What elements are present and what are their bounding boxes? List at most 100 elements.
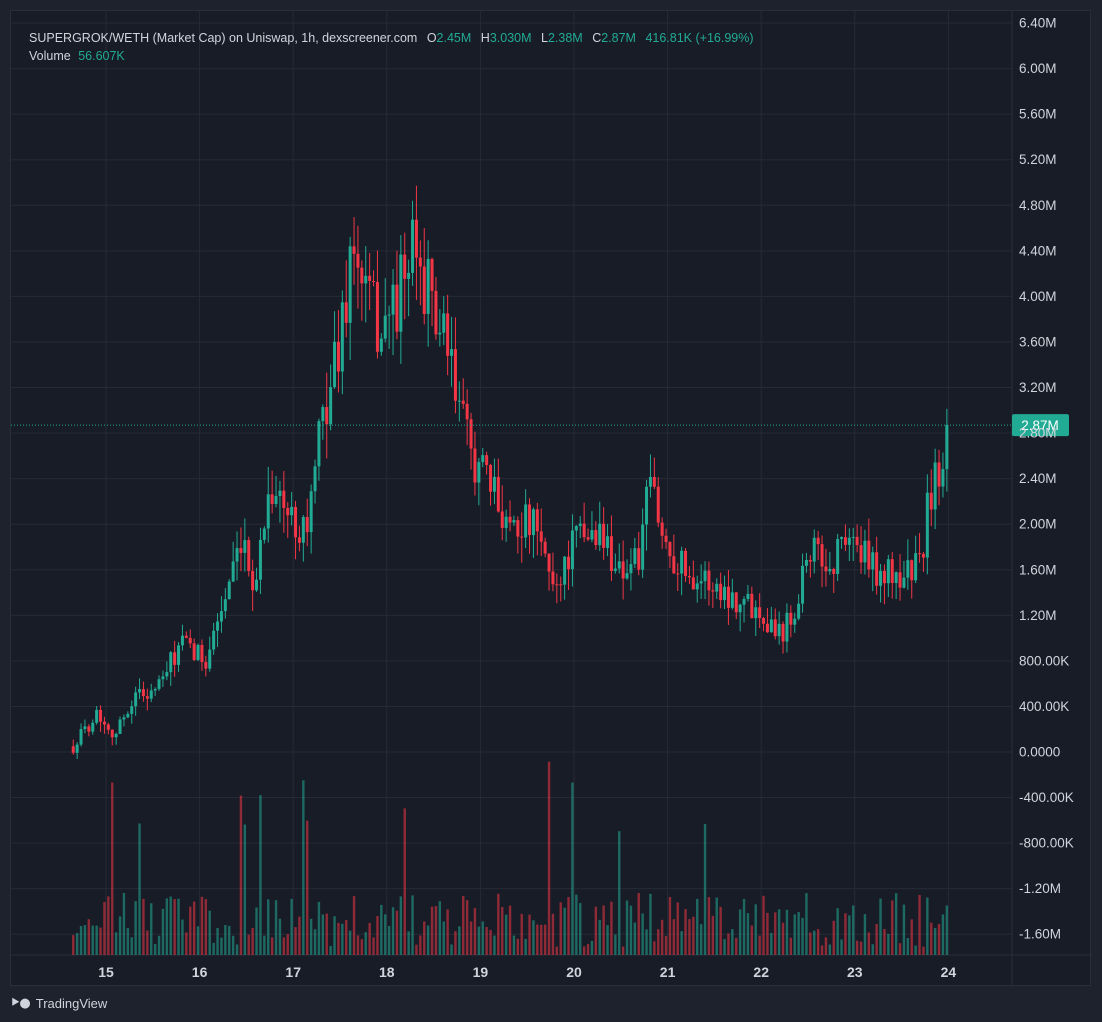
footer-branding[interactable]: ⯈● TradingView xyxy=(10,996,107,1011)
candle-body xyxy=(75,744,79,753)
candle-body xyxy=(442,313,446,333)
candle-body xyxy=(652,476,656,487)
candle-body xyxy=(333,341,337,388)
volume-bar xyxy=(391,907,395,955)
chart-pane[interactable]: 2.87M 6.40M 6.00M 5.60M 5.20M 4.80M 4.40M 4.00… xyxy=(10,10,1092,987)
candle-body xyxy=(200,644,204,663)
volume-bar xyxy=(746,913,750,955)
volume-bar xyxy=(75,933,79,955)
volume-bar xyxy=(196,926,200,955)
candle-body xyxy=(99,709,103,722)
chart-canvas[interactable]: 2.87M 6.40M 6.00M 5.60M 5.20M 4.80M 4.40M 4.00… xyxy=(11,11,1092,987)
volume-bar xyxy=(668,896,672,955)
volume-bar xyxy=(832,920,835,955)
candle-body xyxy=(567,556,571,570)
volume-bars xyxy=(72,761,949,955)
candle-body xyxy=(695,583,699,590)
volume-bar xyxy=(192,901,196,955)
volume-bar xyxy=(465,900,469,955)
candle-body xyxy=(79,729,83,745)
time-tick-label: 16 xyxy=(192,964,208,980)
volume-bar xyxy=(224,924,227,955)
volume-bar xyxy=(840,939,843,955)
candle-body xyxy=(672,556,676,574)
candle-body xyxy=(539,531,543,542)
candle-body xyxy=(485,455,489,465)
candle-body xyxy=(469,419,473,449)
candle-body xyxy=(648,476,652,487)
volume-bar xyxy=(625,900,629,955)
price-tick-label: -400.00K xyxy=(1019,790,1074,805)
volume-bar xyxy=(602,905,605,955)
candle-body xyxy=(594,530,598,546)
price-tick-label: 3.60M xyxy=(1019,334,1057,349)
volume-bar xyxy=(407,931,410,955)
candle-body xyxy=(945,425,949,470)
volume-bar xyxy=(251,927,254,955)
legend-open-value: 2.45M xyxy=(436,31,472,45)
candle-body xyxy=(219,611,223,622)
volume-bar xyxy=(945,905,949,955)
candle-body xyxy=(239,548,243,553)
volume-bar xyxy=(930,922,933,955)
candle-body xyxy=(684,550,688,576)
volume-bar xyxy=(742,898,746,955)
volume-bar xyxy=(719,906,722,955)
volume-bar xyxy=(150,903,153,955)
price-axis[interactable]: 6.40M 6.00M 5.60M 5.20M 4.80M 4.40M 4.00M 3.60M… xyxy=(1019,16,1074,942)
volume-bar xyxy=(462,895,465,955)
legend-high-label: H xyxy=(480,31,490,45)
candle-body xyxy=(691,577,695,590)
candle-body xyxy=(481,455,485,463)
candle-body xyxy=(83,726,87,730)
candle-body xyxy=(824,566,828,572)
candle-body xyxy=(294,506,298,538)
volume-bar xyxy=(473,908,477,955)
price-tick-label: 400.00K xyxy=(1019,699,1069,714)
volume-bar xyxy=(852,905,855,955)
candle-body xyxy=(282,490,286,508)
price-tick-label: 6.00M xyxy=(1019,61,1057,76)
volume-bar xyxy=(559,902,562,955)
volume-bar xyxy=(352,896,356,955)
candle-body xyxy=(255,579,259,591)
volume-bar xyxy=(813,930,816,955)
time-tick-label: 15 xyxy=(98,964,114,980)
candle-body xyxy=(804,559,808,566)
legend-change: 416.81K (+16.99%) xyxy=(645,31,754,45)
volume-bar xyxy=(380,904,383,955)
candle-body xyxy=(738,604,742,613)
volume-bar xyxy=(582,946,586,955)
time-tick-label: 22 xyxy=(753,964,769,980)
volume-bar xyxy=(532,920,535,955)
volume-bar xyxy=(508,905,512,955)
volume-bar xyxy=(567,897,570,955)
volume-bar xyxy=(540,924,543,955)
candle-body xyxy=(223,599,227,612)
candle-body xyxy=(188,637,192,644)
legend-low-value: 2.38M xyxy=(547,31,583,45)
volume-bar xyxy=(618,831,621,955)
volume-bar xyxy=(146,930,149,955)
candle-body xyxy=(169,652,173,673)
volume-bar xyxy=(454,931,457,955)
volume-bar xyxy=(660,919,664,955)
volume-bar xyxy=(910,919,913,955)
candle-body xyxy=(274,495,278,504)
volume-bar xyxy=(204,899,208,955)
time-axis[interactable]: 15 16 17 18 19 20 21 22 23 24 xyxy=(98,964,956,980)
volume-bar xyxy=(797,912,800,955)
candle-body xyxy=(391,284,395,315)
candle-body xyxy=(227,581,231,600)
legend-volume-label[interactable]: Volume xyxy=(29,49,71,63)
candle-body xyxy=(820,544,824,567)
legend-symbol[interactable]: SUPERGROK/WETH (Market Cap) on Uniswap, … xyxy=(29,31,418,45)
candle-body xyxy=(204,662,208,669)
candle-body xyxy=(457,400,461,402)
candle-body xyxy=(329,387,333,425)
volume-bar xyxy=(614,934,617,955)
price-tick-label: -1.60M xyxy=(1019,927,1061,942)
time-tick-label: 20 xyxy=(566,964,582,980)
candle-body xyxy=(882,570,886,584)
candle-body xyxy=(676,573,680,575)
